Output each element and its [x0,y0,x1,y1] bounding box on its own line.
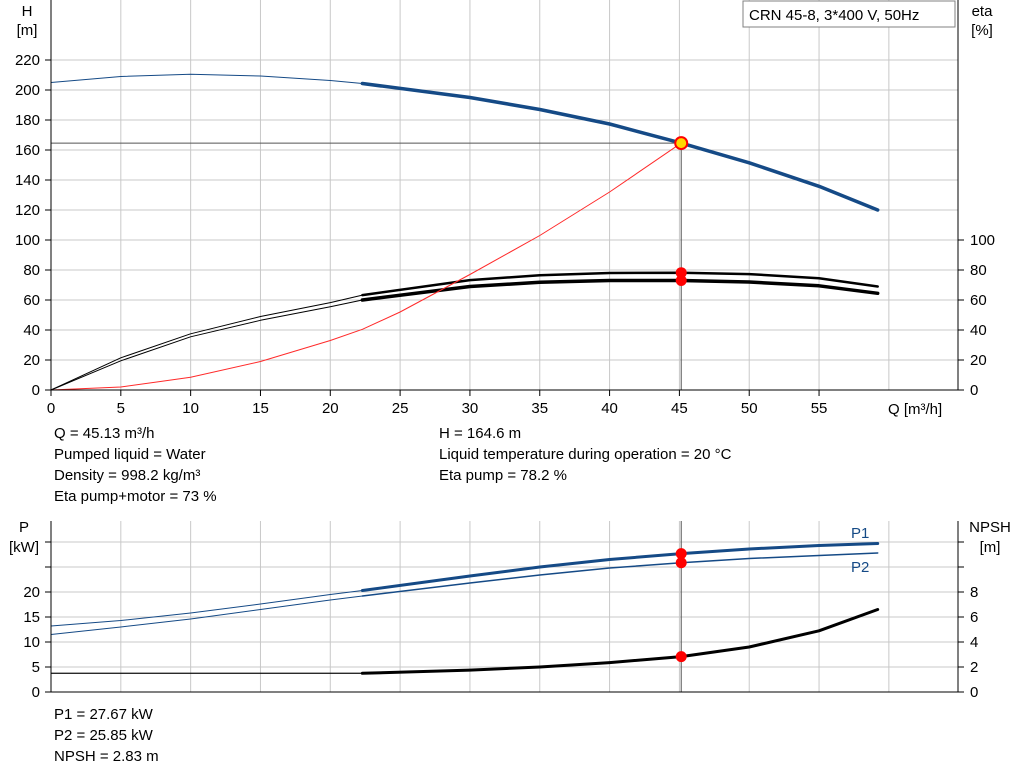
tick-label-h: 200 [15,82,40,99]
tick-label-q: 55 [811,400,828,417]
info-density: Density = 998.2 kg/m³ [54,467,201,484]
tick-label-q: 25 [392,400,409,417]
tick-label-eta: 100 [970,232,995,249]
tick-label-eta: 40 [970,322,987,339]
curves-top [50,73,880,391]
tick-label-q: 35 [531,400,548,417]
eta-axis-label: eta [972,3,994,20]
tick-label-q: 15 [252,400,269,417]
tick-label-npsh: 6 [970,609,978,626]
tick-label-q: 0 [47,400,55,417]
npsh-axis-label: NPSH [969,519,1011,536]
tick-label-h: 140 [15,172,40,189]
tick-label-h: 160 [15,142,40,159]
tick-label-q: 30 [462,400,479,417]
info-p2: P2 = 25.85 kW [54,727,153,744]
tick-label-h: 60 [23,292,40,309]
axis-ticks: 0204060801001201401601802002200204060801… [15,52,995,701]
tick-label-h: 0 [32,382,40,399]
eta-axis-unit: [%] [971,22,993,39]
tick-label-h: 220 [15,52,40,69]
curve-segment-thick [361,271,879,297]
tick-label-npsh: 2 [970,659,978,676]
curve-segment-thin [50,294,363,391]
q-axis-label: Q [m³/h] [888,401,942,418]
curve-line [50,142,682,391]
tick-label-eta: 60 [970,292,987,309]
tick-label-q: 45 [671,400,688,417]
grid-bottom [50,521,958,693]
eta-pump-marker [675,267,687,279]
tick-label-h: 40 [23,322,40,339]
duty-markers [674,136,689,663]
info-eta-pump-motor: Eta pump+motor = 73 % [54,488,217,505]
tick-label-q: 20 [322,400,339,417]
info-p1: P1 = 27.67 kW [54,706,153,723]
h-axis-label: H [22,3,33,20]
curve-segment-thin [50,299,363,391]
tick-label-q: 50 [741,400,758,417]
tick-label-h: 180 [15,112,40,129]
tick-label-h: 100 [15,232,40,249]
curve-segment-thin [50,73,363,84]
eta-pump-motor-marker [675,275,687,286]
tick-label-p: 20 [23,584,40,601]
curve-segment-thick [360,81,880,212]
p2-marker [675,557,687,569]
tick-label-p: 5 [32,659,40,676]
curves-bottom [50,521,880,692]
p-axis-label: P [19,519,29,536]
plot-frames [50,0,959,693]
tick-label-h: 120 [15,202,40,219]
tick-label-eta: 20 [970,352,987,369]
curve-segment-thick [360,542,880,592]
info-npsh: NPSH = 2.83 m [54,748,159,765]
tick-label-p: 15 [23,609,40,626]
info-h: H = 164.6 m [439,425,522,442]
info-power: P1 = 27.67 kW P2 = 25.85 kW NPSH = 2.83 … [54,704,159,767]
tick-label-h: 80 [23,262,40,279]
p1-series-label: P1 [851,525,869,542]
tick-label-eta: 0 [970,382,978,399]
title-box [742,0,956,28]
npsh-marker [675,651,687,663]
tick-label-h: 20 [23,352,40,369]
p-axis-unit: [kW] [9,539,39,556]
npsh-axis-unit: [m] [980,539,1001,556]
grid-top [50,0,958,391]
info-eta-pump: Eta pump = 78.2 % [439,467,567,484]
tick-label-npsh: 0 [970,684,978,701]
curve-segment-thin [50,590,363,627]
tick-label-p: 0 [32,684,40,701]
p1-marker [675,548,687,560]
info-left: Q = 45.13 m³/h Pumped liquid = Water Den… [54,423,217,507]
tick-label-q: 5 [117,400,125,417]
tick-label-eta: 80 [970,262,987,279]
tick-label-npsh: 4 [970,634,978,651]
curve-segment-thick [361,552,879,597]
p2-series-label: P2 [851,559,869,576]
curve-segment-thin [50,595,363,635]
h-axis-unit: [m] [17,22,38,39]
info-temp: Liquid temperature during operation = 20… [439,446,732,463]
info-q: Q = 45.13 m³/h [54,425,155,442]
duty-point-marker [674,136,689,151]
curve-segment-thick [360,608,880,675]
tick-label-p: 10 [23,634,40,651]
curve-segment-thick [360,278,880,302]
info-liquid: Pumped liquid = Water [54,446,206,463]
tick-label-npsh: 8 [970,584,978,601]
tick-label-q: 10 [182,400,199,417]
title-box-text: CRN 45-8, 3*400 V, 50Hz [749,7,919,24]
tick-label-q: 40 [601,400,618,417]
info-right: H = 164.6 m Liquid temperature during op… [439,423,731,486]
